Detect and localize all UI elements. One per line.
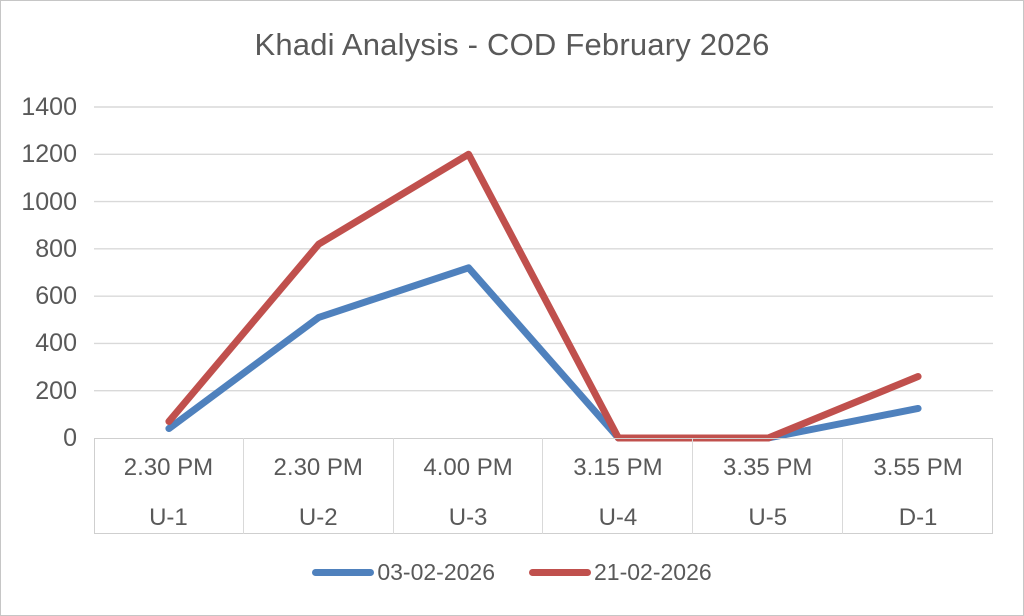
legend-item-series1: 03-02-2026 (312, 559, 495, 586)
chart-title: Khadi Analysis - COD February 2026 (254, 27, 770, 62)
x-tick-unit: U-3 (448, 504, 488, 531)
series-line-21-02-2026 (165, 150, 922, 442)
x-tick-time: 2.30 PM (273, 454, 363, 481)
x-axis-box (94, 438, 993, 534)
y-tick-label: 600 (35, 282, 77, 311)
x-category-cell: 3.15 PM U-4 (544, 438, 694, 534)
x-tick-unit: U-5 (748, 504, 788, 531)
y-tick-label: 400 (35, 329, 77, 358)
x-tick-time: 3.15 PM (573, 454, 663, 481)
legend: 03-02-2026 21-02-2026 (1, 559, 1023, 586)
series-line-03-02-2026 (165, 264, 922, 442)
x-tick-unit: U-4 (598, 504, 638, 531)
x-tick-time: 2.30 PM (123, 454, 214, 481)
legend-label-series1: 03-02-2026 (377, 559, 495, 585)
x-category-cell: 4.00 PM U-3 (394, 438, 544, 534)
x-tick-time: 4.00 PM (423, 454, 513, 481)
y-tick-label: 1200 (21, 140, 77, 169)
y-tick-label: 1400 (21, 93, 77, 121)
legend-label-series2: 21-02-2026 (594, 559, 712, 585)
x-tick-time: 3.35 PM (723, 454, 813, 481)
x-category-cell: 2.30 PM U-2 (244, 438, 394, 534)
x-tick-unit: U-2 (298, 504, 338, 531)
y-tick-label: 1000 (21, 187, 77, 216)
x-category-cell: 3.35 PM U-5 (693, 438, 844, 534)
y-tick-label: 200 (35, 376, 77, 405)
x-category-cell: 2.30 PM U-1 (94, 438, 244, 534)
legend-item-series2: 21-02-2026 (529, 559, 712, 586)
x-tick-time: 3.55 PM (873, 454, 963, 481)
series1-line-swatch (312, 569, 375, 576)
x-tick-unit: U-1 (149, 504, 188, 531)
series2-line-swatch (529, 569, 591, 576)
x-category-cell: 3.55 PM D-1 (843, 438, 993, 534)
y-tick-label: 0 (63, 424, 77, 452)
y-tick-label: 800 (35, 234, 77, 263)
x-tick-unit: D-1 (898, 504, 938, 531)
